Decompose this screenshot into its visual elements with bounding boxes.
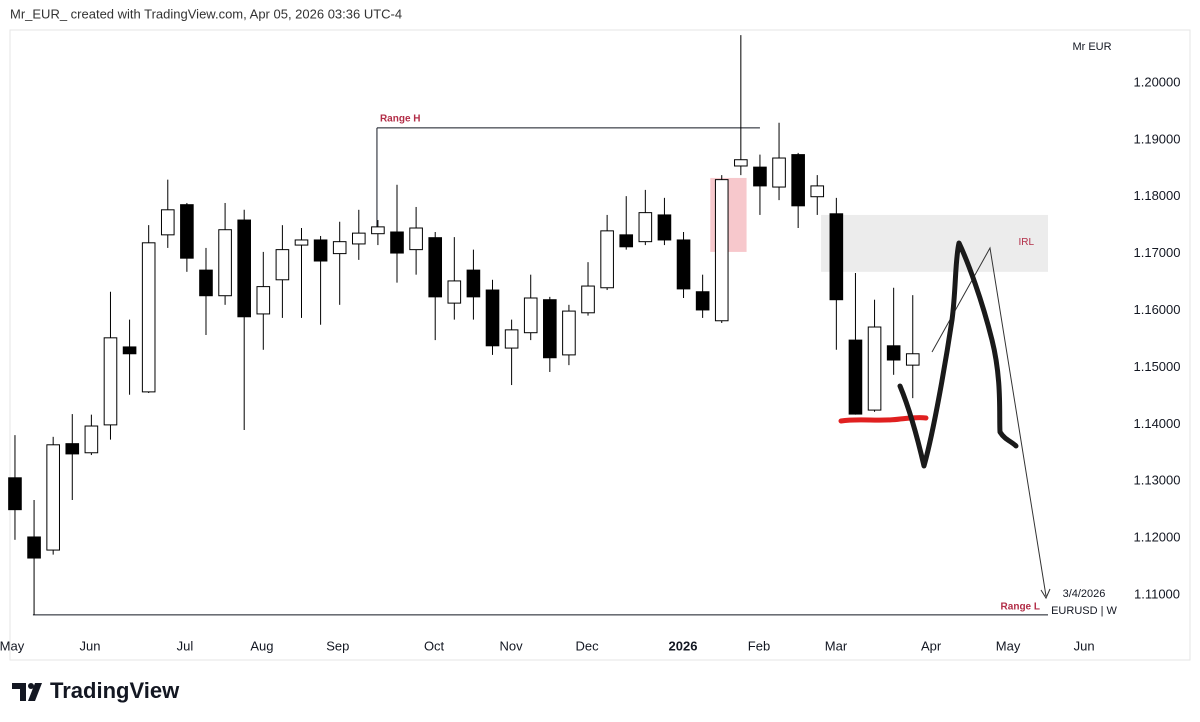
y-tick-label: 1.20000 <box>1134 74 1181 89</box>
axes: 1.20000 1.19000 1.18000 1.17000 1.16000 1.150… <box>0 74 1181 653</box>
candle-body <box>543 299 557 359</box>
brand: TradingView <box>50 678 180 703</box>
date-label: 3/4/2026 <box>1063 588 1106 600</box>
levels: Range H Range L <box>32 114 1048 616</box>
candle-body <box>867 326 882 411</box>
x-tick-label: 2026 <box>669 638 698 653</box>
logo: TradingView <box>12 678 180 703</box>
zone-label: IRL <box>1018 237 1034 248</box>
candle-body <box>351 232 366 245</box>
x-tick-label: Jun <box>80 638 101 653</box>
candle-body <box>581 285 595 314</box>
x-tick-label: Apr <box>921 638 942 653</box>
candles <box>8 35 920 615</box>
candle-body <box>8 477 22 511</box>
candle-body <box>199 269 213 297</box>
candle-body <box>218 229 232 297</box>
candle-body <box>371 226 385 235</box>
freehand-drawing <box>897 240 1019 469</box>
candle-body <box>294 239 309 246</box>
arrow-head <box>1040 588 1051 600</box>
level-label: Range L <box>1001 602 1040 613</box>
x-tick-label: May <box>0 638 25 653</box>
candle-body <box>180 204 194 259</box>
candle-body <box>428 237 443 298</box>
y-tick-label: 1.15000 <box>1134 359 1181 374</box>
candle-body <box>256 286 271 315</box>
x-tick-label: Mar <box>825 638 848 653</box>
x-tick-label: Nov <box>499 638 523 653</box>
candle-body <box>237 219 251 318</box>
candle-body <box>485 289 500 347</box>
zone <box>821 214 1048 272</box>
candle-body <box>734 159 748 167</box>
candle-body <box>65 443 80 455</box>
x-tick-label: May <box>996 638 1021 653</box>
candle-body <box>466 269 481 298</box>
candle-body <box>600 230 614 289</box>
symbol-label: EURUSD | W <box>1051 605 1117 617</box>
candle-body <box>84 425 99 454</box>
y-tick-label: 1.18000 <box>1134 188 1181 203</box>
candle-body <box>791 154 805 207</box>
candle-body <box>676 239 691 290</box>
y-tick-label: 1.14000 <box>1134 416 1181 431</box>
scale-label: Mr EUR <box>1072 41 1111 53</box>
candle-body <box>390 231 404 254</box>
y-tick-label: 1.11000 <box>1134 586 1180 601</box>
candle-body <box>275 249 290 281</box>
candle-body <box>848 339 863 415</box>
y-tick-label: 1.13000 <box>1134 473 1181 488</box>
candle-body <box>619 234 634 248</box>
y-tick-label: 1.12000 <box>1134 530 1181 545</box>
logo-icon <box>28 683 42 701</box>
header: Mr_EUR_ created with TradingView.com, Ap… <box>10 6 402 21</box>
x-tick-label: Oct <box>424 638 445 653</box>
y-tick-label: 1.16000 <box>1134 302 1181 317</box>
candle-body <box>160 209 175 236</box>
red-marker <box>838 415 929 424</box>
candle-body <box>714 179 729 322</box>
frame <box>9 29 1191 661</box>
candle-body <box>829 213 844 301</box>
x-tick-label: Feb <box>748 638 770 653</box>
y-tick-label: 1.17000 <box>1134 245 1181 260</box>
logo-icon <box>28 683 34 689</box>
candle-body <box>905 353 920 366</box>
candle-body <box>657 214 672 241</box>
projection-line <box>931 246 1047 597</box>
candle-body <box>332 241 347 255</box>
candle-body <box>313 239 328 262</box>
candle-body <box>46 444 60 551</box>
candle-body <box>504 329 519 349</box>
candle-body <box>753 166 767 187</box>
candle-body <box>638 212 653 243</box>
candle-body <box>772 157 786 188</box>
candle-body <box>103 337 118 426</box>
candle-body <box>523 297 538 334</box>
y-tick-label: 1.19000 <box>1134 131 1181 146</box>
candle-body <box>141 242 156 393</box>
x-tick-label: Jun <box>1074 638 1095 653</box>
x-tick-label: Jul <box>177 638 194 653</box>
candle-body <box>695 291 710 311</box>
candle-body <box>886 345 901 361</box>
x-tick-label: Sep <box>326 638 349 653</box>
x-tick-label: Aug <box>250 638 273 653</box>
candle-body <box>562 310 576 356</box>
zones: IRL <box>710 177 1048 272</box>
candle-body <box>122 346 137 355</box>
x-tick-label: Dec <box>576 638 600 653</box>
candle-body <box>27 536 41 559</box>
candle-body <box>409 227 423 251</box>
candle-body <box>810 185 825 198</box>
logo-icon <box>12 683 26 701</box>
candle-body <box>447 280 462 304</box>
level-label: Range H <box>380 114 421 125</box>
